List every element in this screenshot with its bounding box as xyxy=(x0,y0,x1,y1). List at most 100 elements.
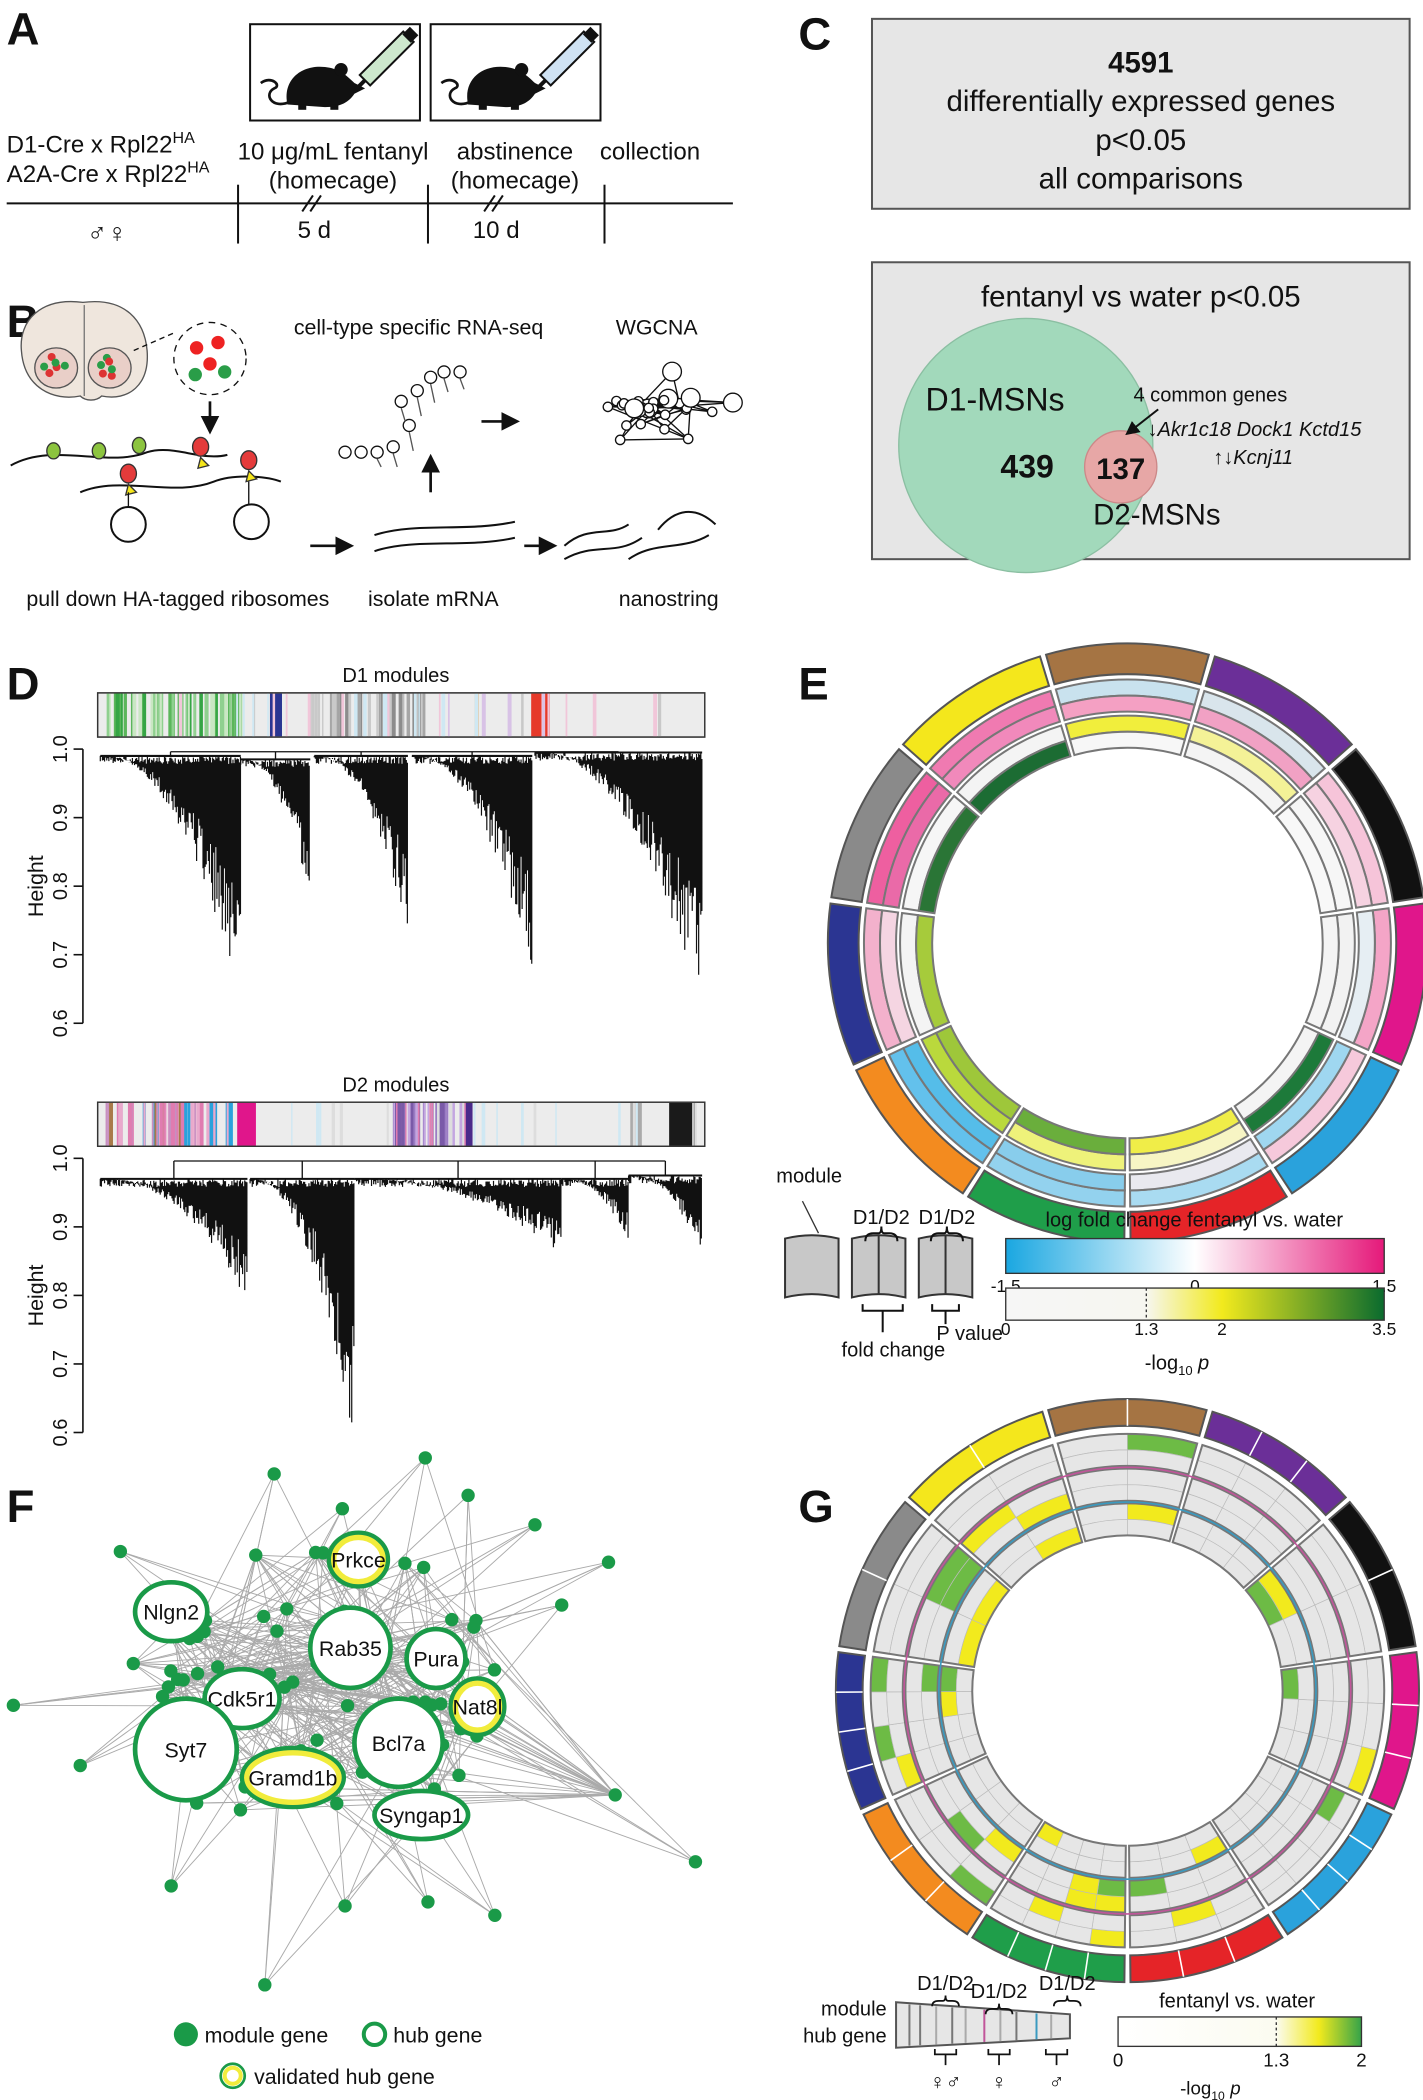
brace xyxy=(864,1226,899,1242)
expression-point xyxy=(410,383,424,398)
fold-lane xyxy=(1193,705,1315,792)
lane-frame xyxy=(1007,1850,1127,1914)
module-stripe xyxy=(399,693,403,737)
module-stripe xyxy=(465,1102,473,1146)
stem xyxy=(400,407,406,422)
module-sector xyxy=(966,1169,1126,1244)
hub-cell xyxy=(955,1691,975,1716)
module-stripe xyxy=(474,693,479,737)
hub-divider xyxy=(847,1763,874,1773)
module-stripe xyxy=(657,693,662,737)
module-stripe xyxy=(565,693,568,737)
module-stripe xyxy=(237,1102,256,1146)
brace xyxy=(929,1226,964,1242)
module-stripe xyxy=(542,693,545,737)
hub-divider xyxy=(1327,1863,1349,1883)
p-lane xyxy=(1068,730,1187,757)
module-gene xyxy=(176,1673,190,1687)
module-stripe xyxy=(331,1102,336,1146)
hub-divider xyxy=(1301,1889,1321,1911)
p-lane xyxy=(915,913,951,1031)
ha-ribosome xyxy=(240,450,258,471)
hub-label: Rab35 xyxy=(319,1637,382,1661)
module-stripe xyxy=(178,1102,183,1146)
rat-feet xyxy=(510,104,519,110)
module-stripe xyxy=(132,693,137,737)
module-gene xyxy=(555,1598,569,1612)
brace xyxy=(984,2003,1014,2015)
legend-module-gene xyxy=(173,2022,198,2047)
p-label: -log10 p xyxy=(1180,2078,1241,2100)
network-edge xyxy=(170,1616,264,1672)
legend-text: D1/D2 xyxy=(971,1981,1028,2003)
network-edge xyxy=(620,438,689,441)
module-gene xyxy=(267,1467,281,1481)
legend-text: D1/D2 xyxy=(1039,1973,1096,1995)
network-edge xyxy=(205,1508,343,1621)
hub-label: Pura xyxy=(413,1648,458,1672)
cell xyxy=(107,371,116,380)
module-stripe xyxy=(339,1102,343,1146)
p-label-var: p xyxy=(1229,2078,1240,2099)
module-gene xyxy=(445,1612,459,1627)
colorbar-tick-label: 2 xyxy=(1356,2049,1366,2070)
duration: 5 d xyxy=(298,217,331,244)
step-label: pull down HA-tagged ribosomes xyxy=(26,587,329,611)
stem xyxy=(429,383,436,403)
network-edge xyxy=(361,1524,536,1626)
venn-d2 xyxy=(1083,430,1158,504)
dendrogram-branch xyxy=(627,1175,702,1245)
module-stripe xyxy=(376,693,379,737)
stem xyxy=(443,378,449,393)
network-edge xyxy=(217,1630,278,1668)
y-tick-label: 0.8 xyxy=(50,872,72,900)
module-stripe xyxy=(395,1102,399,1146)
legend-hub-gene xyxy=(361,2021,388,2048)
stem xyxy=(459,378,465,390)
module-stripe xyxy=(521,693,524,737)
validated-ring xyxy=(331,1534,386,1585)
module-stripe xyxy=(533,1102,537,1146)
module-gene xyxy=(528,1518,542,1532)
network-edge xyxy=(292,1681,429,1903)
stage-label: (homecage) xyxy=(451,168,579,195)
module-gene xyxy=(452,1768,466,1783)
cell xyxy=(51,358,60,367)
network-node xyxy=(658,394,670,406)
network-node xyxy=(643,402,655,414)
module-stripe xyxy=(338,693,341,737)
p-label: -log10 p xyxy=(1145,1353,1209,1378)
module-stripe xyxy=(171,1102,175,1146)
module-stripe xyxy=(156,1102,159,1146)
module-stripe xyxy=(420,693,424,737)
module-sector xyxy=(826,902,884,1066)
ha-tag xyxy=(245,469,259,483)
step-label: isolate mRNA xyxy=(368,587,499,611)
module-stripe xyxy=(157,693,160,737)
rat-tail xyxy=(259,78,291,106)
module-stripe xyxy=(193,693,195,737)
module-title: D2 modules xyxy=(342,1074,449,1096)
dendrogram-branch xyxy=(534,752,703,975)
module-stripe xyxy=(438,693,441,737)
module-stripe xyxy=(447,693,450,737)
stage-label: abstinence xyxy=(457,138,573,165)
module-stripe xyxy=(639,1102,642,1146)
module-stripe xyxy=(410,1102,415,1146)
module-gene xyxy=(335,1502,350,1516)
network-node xyxy=(662,361,683,382)
brace xyxy=(1053,1995,1082,2007)
module-stripe xyxy=(185,693,189,737)
module-stripe xyxy=(116,1102,119,1146)
module-gene xyxy=(190,1666,205,1681)
colorbar-tick-label: 0 xyxy=(1113,2049,1123,2070)
p-label-sub: 10 xyxy=(1211,2089,1225,2100)
module-stripe xyxy=(115,693,120,737)
module-stripe xyxy=(448,1102,453,1146)
y-tick-label: 1.0 xyxy=(50,735,72,763)
legend-text: module gene xyxy=(205,2023,329,2047)
lane-frame xyxy=(933,1443,1064,1544)
module-stripe xyxy=(223,693,225,737)
module-stripe xyxy=(159,1102,163,1146)
